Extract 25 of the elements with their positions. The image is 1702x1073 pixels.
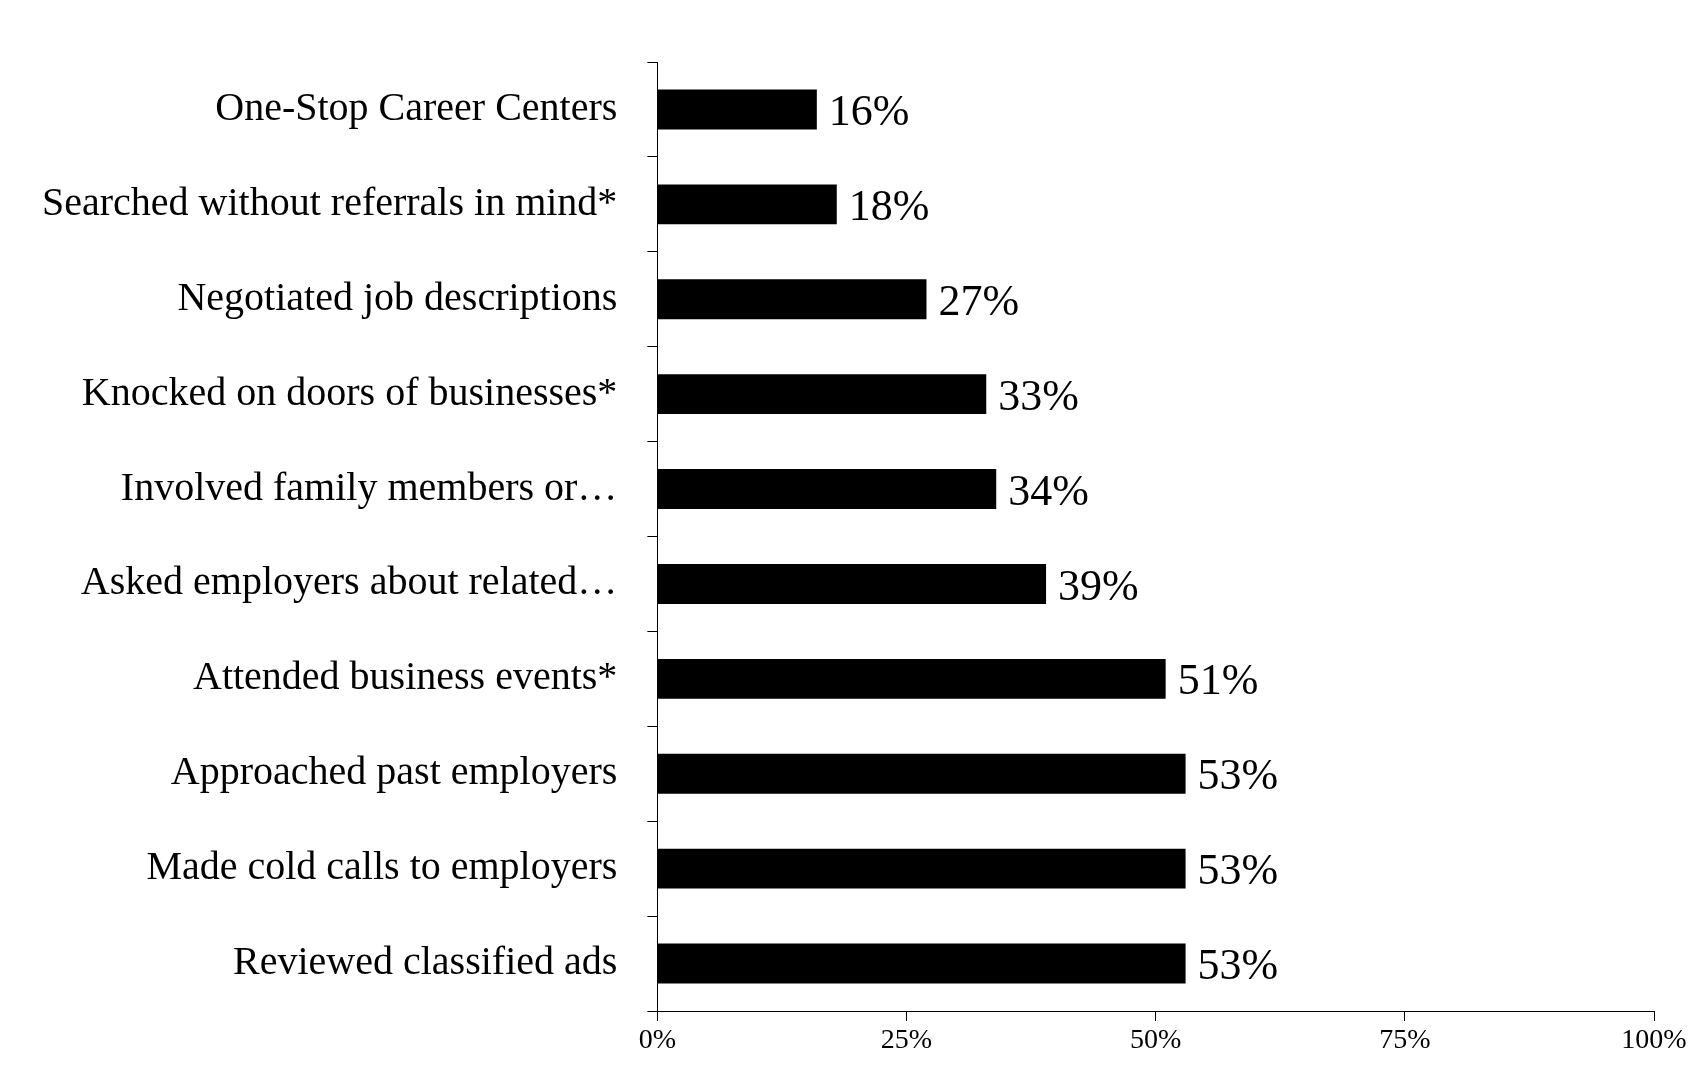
data-label: 53% — [1197, 845, 1279, 895]
x-tick-label: 0% — [638, 1023, 677, 1055]
data-label: 27% — [938, 275, 1020, 325]
x-tick-label: 25% — [880, 1023, 933, 1055]
y-tick-label: Knocked on doors of businesses* — [81, 368, 618, 414]
y-tick-label: Made cold calls to employers — [146, 843, 618, 889]
y-tick-label: Asked employers about related… — [80, 558, 618, 604]
data-label: 33% — [998, 370, 1079, 420]
data-label: 18% — [848, 180, 930, 230]
y-tick-label: Approached past employers — [170, 748, 618, 794]
y-tick-label: Searched without referrals in mind* — [42, 178, 618, 224]
data-label: 53% — [1197, 940, 1279, 990]
y-tick-label: Reviewed classified ads — [233, 938, 618, 984]
data-label: 16% — [828, 86, 910, 136]
y-tick-label: Involved family members or… — [120, 463, 618, 509]
y-tick-label: Attended business events* — [193, 653, 618, 699]
x-tick-label: 50% — [1130, 1023, 1182, 1055]
y-tick-label: One-Stop Career Centers — [215, 83, 618, 129]
x-tick-label: 75% — [1379, 1023, 1431, 1055]
data-label: 34% — [1008, 465, 1089, 515]
data-label: 53% — [1197, 750, 1279, 800]
data-label: 51% — [1177, 655, 1259, 705]
data-label: 39% — [1058, 560, 1139, 610]
y-tick-label: Negotiated job descriptions — [177, 273, 618, 319]
x-tick-label: 100% — [1621, 1023, 1687, 1055]
